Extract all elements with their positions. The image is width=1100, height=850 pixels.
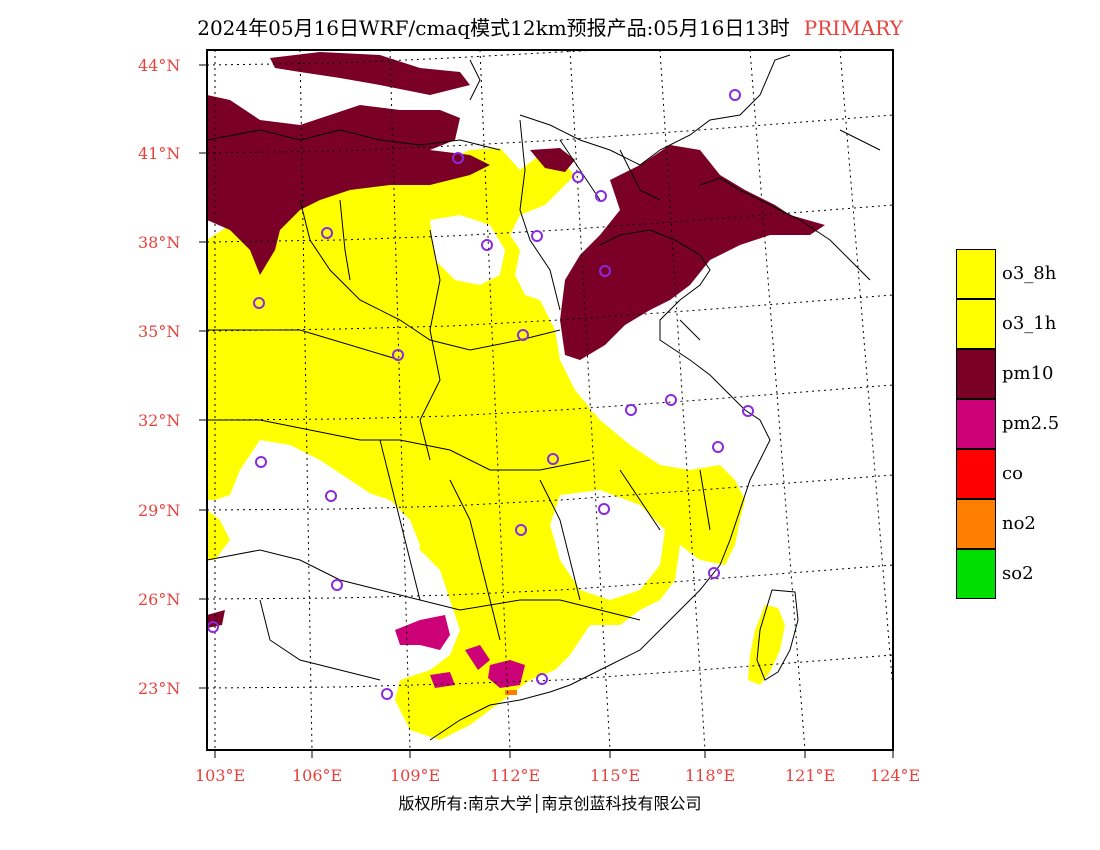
station-marker bbox=[712, 441, 724, 453]
pm10-region-northeast bbox=[560, 145, 825, 360]
lat-label: 38°N bbox=[138, 233, 181, 252]
legend-item-pm10: pm10 bbox=[956, 349, 1100, 399]
title-main: 2024年05月16日WRF/cmaq模式12km预报产品:05月16日13时 bbox=[197, 16, 790, 40]
station-marker bbox=[742, 405, 754, 417]
map-frame bbox=[206, 49, 894, 751]
lon-label: 112°E bbox=[490, 766, 541, 785]
pm10-region-northwest bbox=[207, 95, 490, 275]
legend-item-co: co bbox=[956, 449, 1100, 499]
pollutant-fields bbox=[207, 52, 825, 740]
legend-label: pm10 bbox=[1002, 363, 1054, 384]
station-marker bbox=[253, 297, 265, 309]
station-marker bbox=[598, 503, 610, 515]
station-marker bbox=[515, 524, 527, 536]
station-marker bbox=[572, 171, 584, 183]
lon-label: 115°E bbox=[590, 766, 641, 785]
legend-swatch bbox=[956, 399, 996, 449]
legend-label: o3_8h bbox=[1002, 263, 1057, 284]
station-marker bbox=[536, 673, 548, 685]
station-marker bbox=[729, 89, 741, 101]
legend-label: o3_1h bbox=[1002, 313, 1057, 334]
legend-swatch bbox=[956, 449, 996, 499]
station-marker bbox=[321, 227, 333, 239]
graticule bbox=[207, 50, 893, 750]
station-marker bbox=[517, 329, 529, 341]
legend-label: co bbox=[1002, 463, 1023, 484]
legend-item-o3-8h: o3_8h bbox=[956, 249, 1100, 299]
pm25-patch-b bbox=[465, 645, 490, 670]
station-marker bbox=[665, 394, 677, 406]
no2-patch bbox=[505, 690, 517, 695]
legend-swatch bbox=[956, 349, 996, 399]
province-lines bbox=[207, 59, 881, 681]
o3-region-west bbox=[207, 510, 230, 560]
lat-label: 41°N bbox=[138, 144, 181, 163]
clean-area-north bbox=[430, 215, 505, 285]
station-marker bbox=[452, 152, 464, 164]
clean-area-east bbox=[580, 380, 730, 455]
station-marker bbox=[595, 190, 607, 202]
legend-swatch bbox=[956, 549, 996, 599]
pm25-patch-a bbox=[395, 615, 450, 650]
copyright-footer: 版权所有:南京大学│南京创蓝科技有限公司 bbox=[398, 794, 702, 813]
lat-label: 29°N bbox=[138, 501, 181, 520]
o3-region-taiwan bbox=[748, 605, 785, 685]
station-marker bbox=[325, 490, 337, 502]
clean-area-southeast bbox=[550, 490, 665, 600]
pollutant-legend: o3_8h o3_1h pm10 pm2.5 co no2 so2 bbox=[956, 249, 1100, 599]
legend-label: pm2.5 bbox=[1002, 413, 1060, 434]
lon-label: 106°E bbox=[292, 766, 343, 785]
station-marker bbox=[392, 349, 404, 361]
lat-label: 32°N bbox=[138, 411, 181, 430]
station-marker bbox=[381, 688, 393, 700]
lat-label: 35°N bbox=[138, 322, 181, 341]
legend-swatch bbox=[956, 299, 996, 349]
lon-label: 121°E bbox=[785, 766, 836, 785]
lon-label: 124°E bbox=[870, 766, 921, 785]
pm10-region-beijing bbox=[530, 148, 575, 172]
legend-item-so2: so2 bbox=[956, 549, 1100, 599]
station-markers bbox=[207, 89, 754, 700]
station-marker bbox=[599, 265, 611, 277]
legend-swatch bbox=[956, 249, 996, 299]
lat-label: 44°N bbox=[138, 56, 181, 75]
station-marker bbox=[708, 567, 720, 579]
legend-swatch bbox=[956, 499, 996, 549]
map-title: 2024年05月16日WRF/cmaq模式12km预报产品:05月16日13时 P… bbox=[0, 12, 1100, 41]
legend-item-pm25: pm2.5 bbox=[956, 399, 1100, 449]
lon-label: 103°E bbox=[195, 766, 246, 785]
boundary-lines bbox=[207, 54, 881, 741]
lat-label: 26°N bbox=[138, 590, 181, 609]
station-marker bbox=[531, 230, 543, 242]
legend-label: so2 bbox=[1002, 563, 1034, 584]
pm10-region-top bbox=[270, 52, 470, 95]
coastline bbox=[429, 54, 871, 741]
station-marker bbox=[255, 456, 267, 468]
legend-item-o3-1h: o3_1h bbox=[956, 299, 1100, 349]
lon-label: 109°E bbox=[390, 766, 441, 785]
title-primary-tag: PRIMARY bbox=[803, 16, 903, 40]
clean-area-sichuan bbox=[215, 455, 420, 650]
pm10-region-pearl bbox=[207, 610, 225, 628]
station-marker bbox=[331, 579, 343, 591]
legend-label: no2 bbox=[1002, 513, 1036, 534]
station-marker bbox=[547, 453, 559, 465]
lat-label: 23°N bbox=[138, 679, 181, 698]
station-marker bbox=[481, 239, 493, 251]
lon-label: 118°E bbox=[685, 766, 736, 785]
station-marker bbox=[625, 404, 637, 416]
axis-ticks bbox=[199, 64, 894, 758]
taiwan-outline bbox=[756, 589, 799, 681]
legend-item-no2: no2 bbox=[956, 499, 1100, 549]
